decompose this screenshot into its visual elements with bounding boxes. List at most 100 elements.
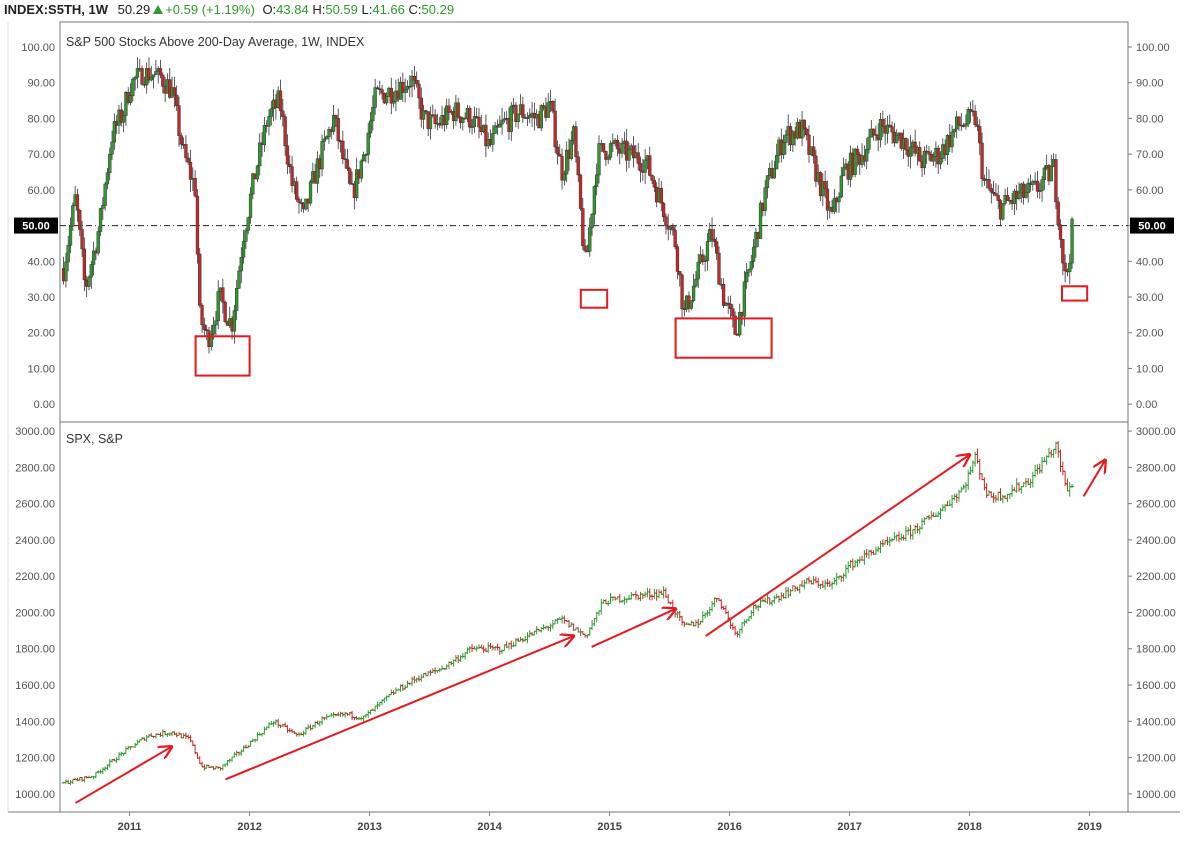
- candle-body: [701, 254, 705, 262]
- ohlc-bar: [652, 588, 657, 600]
- ohlc-bar: [1037, 463, 1042, 474]
- ohlc-bar: [650, 594, 655, 601]
- candle-body: [428, 114, 433, 130]
- candle: [64, 252, 68, 288]
- candle-body: [738, 311, 742, 336]
- candle-body: [175, 94, 179, 106]
- ohlc-bar: [802, 579, 807, 590]
- candle-body: [131, 78, 135, 96]
- candle: [364, 153, 368, 163]
- candle: [179, 132, 183, 150]
- candle-body: [592, 186, 597, 215]
- ohlc-bar: [896, 531, 901, 543]
- ohlc-bar: [269, 720, 274, 726]
- ohlc-bar: [779, 592, 784, 602]
- y-tick-label-right: 70.00: [1136, 149, 1164, 161]
- breadth-pane[interactable]: 0.00 0.00 10.00 10.00 20.00 20.00 30.00 30.00 40…: [14, 42, 1174, 411]
- candle-body: [498, 123, 502, 128]
- ohlc-bar: [548, 623, 553, 632]
- candle: [475, 107, 479, 119]
- candle: [775, 143, 779, 170]
- candle-body: [401, 81, 405, 93]
- candle: [620, 138, 624, 158]
- candle-body: [867, 136, 871, 150]
- candle-body: [539, 105, 543, 129]
- ohlc-bar: [696, 619, 701, 629]
- candle-body: [805, 128, 809, 136]
- candle: [918, 141, 922, 162]
- candle-body: [975, 124, 980, 127]
- y-tick-label-left: 10.00: [27, 363, 55, 375]
- ohlc-bar: [266, 722, 271, 729]
- ohlc-bar: [647, 588, 652, 600]
- candle-body: [147, 68, 151, 81]
- ohlc-bar: [416, 675, 421, 682]
- candle: [597, 135, 601, 184]
- candle-body: [966, 109, 970, 125]
- candle-body: [500, 119, 504, 125]
- candle: [957, 116, 961, 131]
- candle-body: [214, 320, 218, 326]
- candle: [299, 198, 303, 213]
- ohlc-bar: [467, 645, 472, 653]
- time-axis[interactable]: 2011 2012 2013 2014 2015 2016 2017 2018 2019: [118, 812, 1102, 833]
- ohlc-bar: [1023, 477, 1028, 488]
- candle-body: [361, 154, 366, 162]
- spx-pane[interactable]: 1000.00 1000.00 1200.00 1200.00 1400.00 1400.…: [15, 426, 1176, 804]
- ohlc-bar: [830, 581, 835, 590]
- candle-body: [1038, 190, 1042, 192]
- candle: [823, 170, 827, 199]
- ohlc-bar: [841, 573, 846, 582]
- candle: [1042, 165, 1047, 191]
- candle: [1040, 176, 1044, 202]
- candle-body: [703, 260, 707, 262]
- candle-body: [248, 193, 253, 218]
- candle: [604, 150, 608, 166]
- candle: [807, 125, 811, 163]
- candle-body: [1042, 167, 1047, 181]
- candle-body: [251, 173, 255, 195]
- candle-body: [237, 270, 241, 289]
- candle: [765, 175, 770, 199]
- ohlc-bar: [322, 716, 327, 721]
- candle-body: [590, 213, 594, 229]
- candle-body: [772, 168, 777, 179]
- ohlc-bar: [343, 711, 348, 718]
- candle-body: [447, 105, 451, 113]
- open-value: 43.84: [276, 2, 309, 17]
- ohlc-bar: [119, 751, 124, 757]
- candle-body: [103, 183, 107, 206]
- y-tick-label-left: 1000.00: [15, 789, 55, 801]
- candle-body: [412, 75, 417, 81]
- candle-body: [895, 134, 899, 144]
- ohlc-bar: [876, 546, 881, 553]
- high-label: H:: [312, 2, 326, 17]
- y-tick-label-right: 1000.00: [1136, 789, 1176, 801]
- candle: [867, 128, 871, 154]
- ohlc-bar: [1010, 484, 1015, 497]
- candle-body: [96, 231, 100, 254]
- ohlc-bar: [677, 610, 682, 622]
- candle: [149, 65, 153, 82]
- candle-body: [1001, 203, 1005, 220]
- ohlc-bar: [873, 546, 878, 556]
- candle-body: [477, 117, 481, 128]
- close-value: 50.29: [421, 2, 455, 17]
- ohlc-bar: [901, 534, 906, 541]
- candle-body: [216, 291, 220, 322]
- ohlc-bar: [276, 719, 281, 728]
- candle: [188, 149, 193, 192]
- candle: [581, 198, 585, 251]
- ohlc-bar: [75, 777, 80, 782]
- ohlc-bar: [560, 615, 565, 624]
- x-tick-label: 2019: [1077, 821, 1101, 833]
- candle-body: [283, 116, 287, 147]
- candle-body: [597, 143, 601, 176]
- x-tick-label: 2017: [837, 821, 861, 833]
- candle: [214, 311, 218, 336]
- candle: [551, 100, 555, 114]
- ohlc-bar: [786, 587, 791, 599]
- candle: [216, 280, 220, 330]
- candle-body: [172, 87, 177, 96]
